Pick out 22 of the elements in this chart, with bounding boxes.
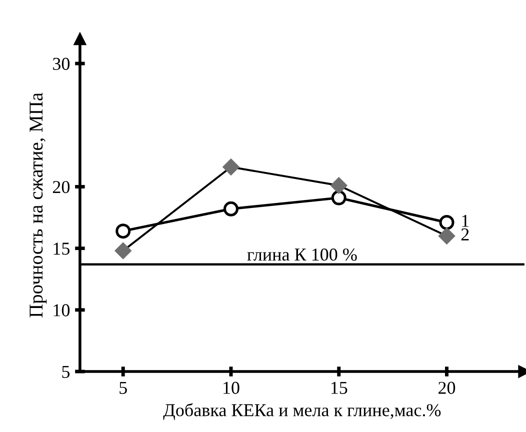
x-tick-label: 10 xyxy=(224,382,240,394)
point xyxy=(438,228,455,244)
y-tick-label: 10 xyxy=(54,304,70,316)
point xyxy=(223,201,238,216)
y-tick-label: 5 xyxy=(62,366,70,378)
y-axis-title: Прочность на сжатие, МПа xyxy=(30,92,47,318)
point xyxy=(222,158,240,176)
point xyxy=(331,190,346,206)
y-tick-label: 30 xyxy=(53,58,70,70)
point xyxy=(114,242,132,259)
y-tick-label: 15 xyxy=(54,242,70,255)
point xyxy=(439,214,454,230)
x-axis-title: Добавка КЕКа и мела к глине,мас.% xyxy=(163,403,441,420)
x-tick-label: 20 xyxy=(438,382,456,394)
x-tick-label: 5 xyxy=(120,382,127,394)
point xyxy=(330,177,347,194)
series-label: 2 xyxy=(461,228,469,240)
x-tick-label: 15 xyxy=(331,382,348,394)
ref-line-label: глина К 100 % xyxy=(247,248,357,261)
series-label: 1 xyxy=(462,214,469,227)
point xyxy=(116,224,131,239)
y-tick-label: 20 xyxy=(52,180,70,194)
